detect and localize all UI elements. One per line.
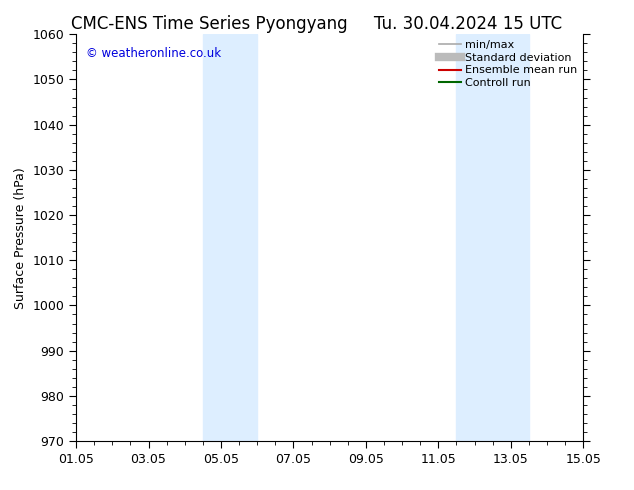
Text: © weatheronline.co.uk: © weatheronline.co.uk (86, 47, 221, 59)
Bar (456, 34, 529, 441)
Y-axis label: Surface Pressure (hPa): Surface Pressure (hPa) (14, 167, 27, 309)
Legend: min/max, Standard deviation, Ensemble mean run, Controll run: min/max, Standard deviation, Ensemble me… (437, 38, 580, 91)
Text: CMC-ENS Time Series Pyongyang     Tu. 30.04.2024 15 UTC: CMC-ENS Time Series Pyongyang Tu. 30.04.… (72, 15, 562, 33)
Bar (203, 34, 257, 441)
